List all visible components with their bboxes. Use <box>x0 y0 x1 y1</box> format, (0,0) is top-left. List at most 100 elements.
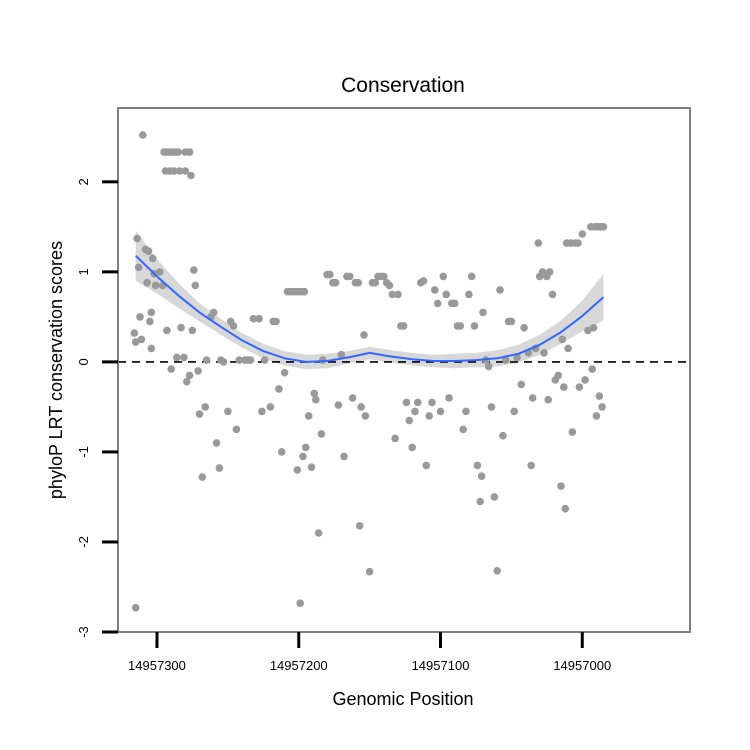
data-point <box>361 412 370 420</box>
data-point <box>462 407 470 416</box>
data-point <box>544 395 552 404</box>
data-point <box>191 281 200 290</box>
data-point <box>499 431 507 440</box>
data-point <box>534 239 543 247</box>
data-point <box>391 434 399 443</box>
plot-panel <box>118 108 690 632</box>
data-point <box>312 395 320 404</box>
data-point <box>564 344 572 353</box>
data-point <box>399 322 408 330</box>
data-point <box>296 599 305 607</box>
data-point <box>355 522 364 530</box>
data-point <box>139 131 147 139</box>
data-point <box>479 308 487 317</box>
data-point <box>599 223 608 231</box>
data-point <box>275 385 283 393</box>
data-point <box>385 281 394 290</box>
data-point <box>490 493 499 501</box>
data-point <box>334 401 343 409</box>
data-point <box>190 266 198 274</box>
data-point <box>272 317 280 326</box>
data-point <box>408 443 417 452</box>
data-point <box>310 389 319 398</box>
data-point <box>299 452 307 461</box>
data-point <box>388 290 397 299</box>
data-point <box>371 278 380 287</box>
data-point <box>331 278 340 287</box>
data-point <box>578 230 587 238</box>
data-point <box>144 247 153 255</box>
data-point <box>146 317 154 326</box>
data-point <box>173 353 181 362</box>
data-point <box>360 331 368 339</box>
data-point <box>439 272 448 281</box>
data-point <box>581 376 589 384</box>
data-point <box>346 272 354 281</box>
data-point <box>477 472 486 481</box>
data-point <box>300 287 309 296</box>
data-point <box>302 443 310 452</box>
data-point <box>156 268 164 276</box>
data-point <box>198 473 207 481</box>
data-points <box>130 131 608 612</box>
data-point <box>507 317 516 326</box>
data-point <box>212 439 221 447</box>
data-point <box>575 383 584 391</box>
data-point <box>394 290 402 299</box>
data-point <box>170 167 178 175</box>
data-point <box>510 407 518 416</box>
data-point <box>219 358 228 366</box>
data-point <box>422 461 431 470</box>
x-tick-label: 14957200 <box>270 658 328 673</box>
data-point <box>484 362 493 371</box>
data-point <box>177 323 185 332</box>
data-point <box>428 398 436 407</box>
data-point <box>456 322 465 330</box>
data-point <box>365 567 374 576</box>
data-point <box>337 350 346 359</box>
data-point <box>249 314 258 323</box>
data-point <box>194 367 202 375</box>
data-point <box>235 356 243 364</box>
data-point <box>130 329 139 337</box>
data-point <box>431 286 439 294</box>
data-point <box>493 567 502 575</box>
data-point <box>137 335 146 344</box>
x-axis: 14957300 14957200 14957100 14957000 <box>128 632 611 673</box>
data-point <box>595 392 604 400</box>
data-point <box>357 403 365 411</box>
data-point <box>188 326 197 335</box>
data-point <box>183 377 191 386</box>
data-point <box>517 380 526 389</box>
data-point <box>280 368 289 377</box>
data-point <box>147 344 156 353</box>
y-tick-label: 2 <box>76 178 91 185</box>
data-point <box>584 326 592 335</box>
data-point <box>326 270 334 279</box>
data-point <box>433 299 442 308</box>
data-point <box>501 356 510 364</box>
data-point <box>520 323 528 332</box>
data-point <box>167 365 175 373</box>
data-point <box>459 425 468 434</box>
data-point <box>348 394 357 402</box>
data-point <box>496 286 504 294</box>
data-point <box>232 425 241 434</box>
data-point <box>340 452 348 461</box>
data-point <box>147 308 156 317</box>
x-tick-label: 14957300 <box>128 658 186 673</box>
data-point <box>561 504 570 513</box>
data-point <box>540 349 548 357</box>
data-point <box>255 314 263 323</box>
data-point <box>314 529 323 537</box>
data-point <box>195 410 204 418</box>
data-point <box>181 167 190 175</box>
data-point <box>473 461 482 470</box>
y-axis: -3 -2 -1 0 1 2 <box>76 178 118 638</box>
data-point <box>266 403 275 411</box>
data-point <box>354 278 363 287</box>
data-point <box>229 322 238 330</box>
x-tick-label: 14957000 <box>553 658 611 673</box>
data-point <box>380 272 388 281</box>
